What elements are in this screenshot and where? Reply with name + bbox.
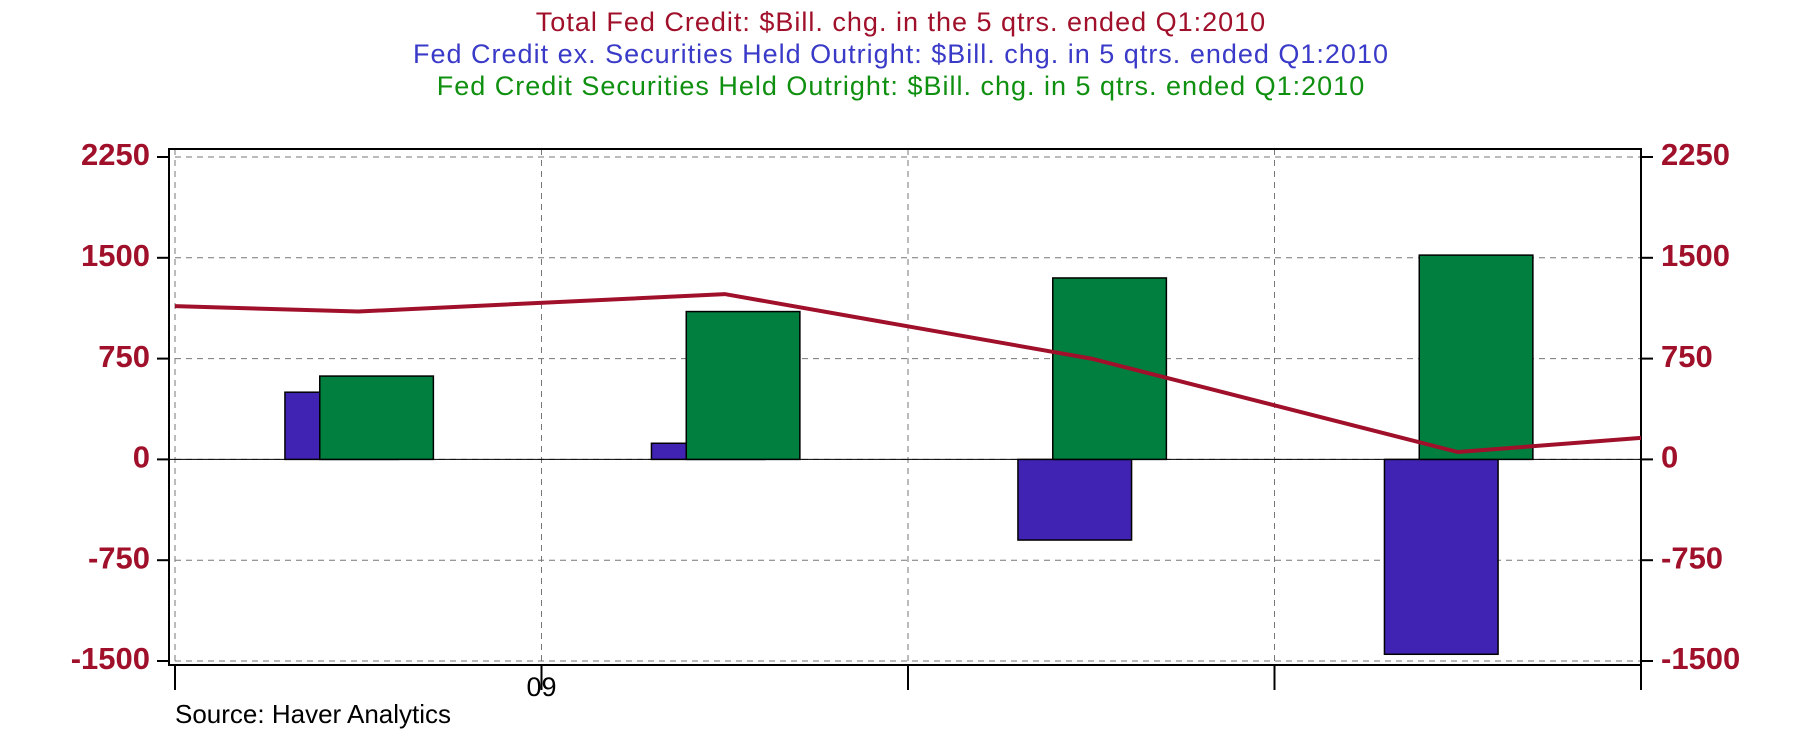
y2-tick-label: 2250 (1661, 137, 1730, 172)
y-tick-label: 0 (133, 440, 150, 475)
bar (1383, 458, 1499, 656)
bar (319, 375, 435, 461)
bar (685, 310, 801, 461)
y-tick-label: -750 (88, 540, 150, 575)
y-tick-label: 750 (98, 339, 150, 374)
y2-tick-label: -1500 (1661, 641, 1740, 676)
y2-tick-label: 1500 (1661, 238, 1730, 273)
plot-frame (168, 148, 1642, 666)
y-tick-label: 1500 (81, 238, 150, 273)
chart-title: Fed Credit ex. Securities Held Outright:… (413, 39, 1389, 69)
y2-tick-label: 0 (1661, 440, 1678, 475)
source-note: Source: Haver Analytics (175, 699, 451, 729)
bar (1418, 254, 1534, 461)
bar (1052, 277, 1168, 461)
line (174, 292, 1642, 455)
y-tick-label: 2250 (81, 137, 150, 172)
chart-title: Total Fed Credit: $Bill. chg. in the 5 q… (536, 7, 1266, 37)
y2-tick-label: -750 (1661, 540, 1723, 575)
y2-tick-label: 750 (1661, 339, 1713, 374)
x-tick-label: 09 (526, 672, 556, 702)
y-tick-label: -1500 (71, 641, 150, 676)
chart-title: Fed Credit Securities Held Outright: $Bi… (437, 71, 1365, 101)
bar (1017, 458, 1133, 541)
